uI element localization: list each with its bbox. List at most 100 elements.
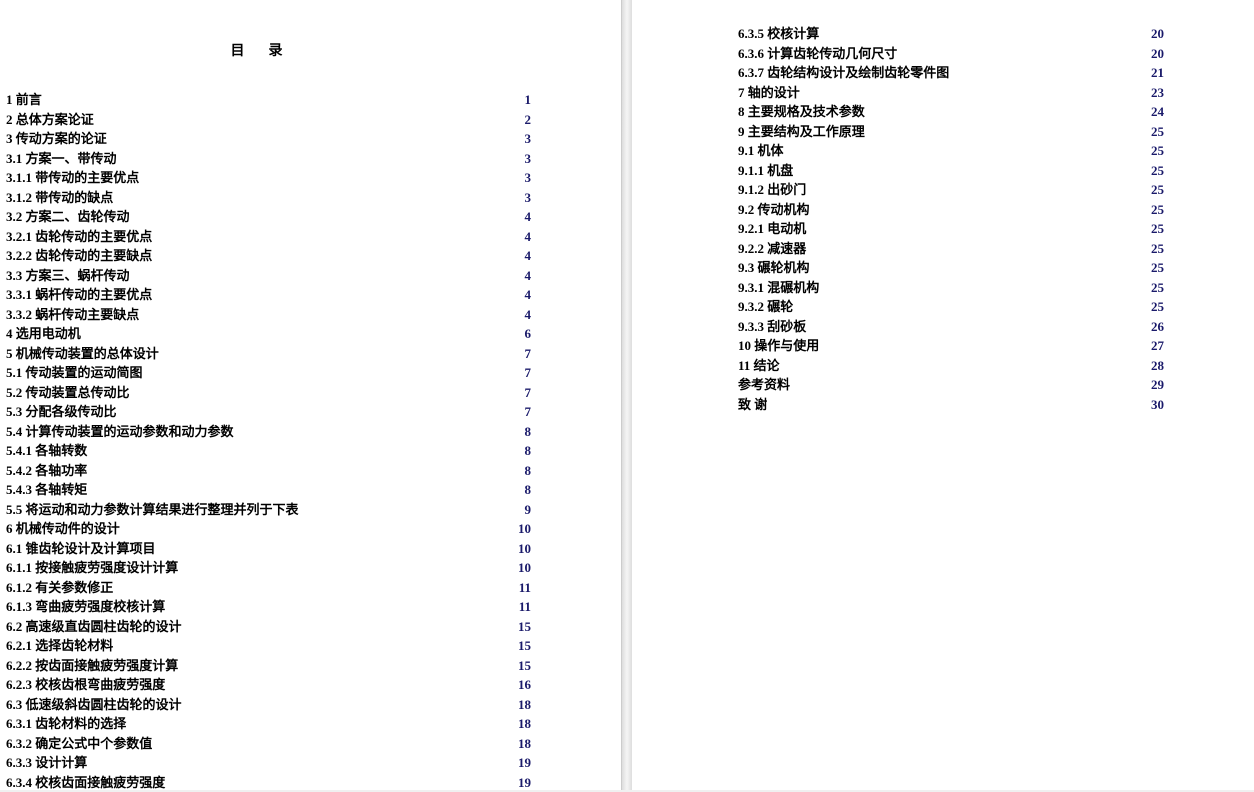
toc-entry-page: 29: [1144, 375, 1164, 395]
toc-entry-label: 9.1 机体: [738, 141, 784, 161]
toc-entry: 10 操作与使用27: [738, 336, 1164, 356]
toc-entry: 9.1.1 机盘25: [738, 161, 1164, 181]
toc-entry-page: 28: [1144, 356, 1164, 376]
toc-entry: 9.2.1 电动机25: [738, 219, 1164, 239]
toc-entry-page: 10: [511, 519, 531, 539]
toc-entry-page: 8: [511, 422, 531, 442]
toc-entry-label: 6.2.1 选择齿轮材料: [6, 636, 113, 656]
toc-entry-page: 18: [511, 695, 531, 715]
toc-entry-page: 16: [511, 675, 531, 695]
toc-entry: 11 结论 28: [738, 356, 1164, 376]
toc-entry-label: 9.3.3 刮砂板: [738, 317, 806, 337]
right-page: 6.3.5 校核计算206.3.6 计算齿轮传动几何尺寸206.3.7 齿轮结构…: [632, 0, 1254, 790]
toc-entry: 6.2 高速级直齿圆柱齿轮的设计15: [6, 617, 531, 637]
page-divider: [622, 0, 632, 790]
toc-entry-page: 6: [511, 324, 531, 344]
toc-entry-label: 11 结论: [738, 356, 780, 376]
toc-entry-page: 18: [511, 734, 531, 754]
toc-entry: 6.2.3 校核齿根弯曲疲劳强度16: [6, 675, 531, 695]
toc-entry-page: 21: [1144, 63, 1164, 83]
toc-entry: 6.1.1 按接触疲劳强度设计计算10: [6, 558, 531, 578]
toc-entry-label: 6.3.2 确定公式中个参数值: [6, 734, 152, 754]
toc-entry: 9.3.1 混碾机构25: [738, 278, 1164, 298]
toc-entry-label: 6.1.2 有关参数修正: [6, 578, 113, 598]
toc-entry-page: 4: [511, 266, 531, 286]
toc-entry-page: 1: [511, 90, 531, 110]
toc-entry: 5.4.1 各轴转数8: [6, 441, 531, 461]
toc-entry-page: 25: [1144, 161, 1164, 181]
toc-entry: 9.3.3 刮砂板26: [738, 317, 1164, 337]
toc-entry-label: 3.1.1 带传动的主要优点: [6, 168, 139, 188]
toc-entry: 3.2 方案二、齿轮传动4: [6, 207, 531, 227]
toc-entry-label: 3.2.2 齿轮传动的主要缺点: [6, 246, 152, 266]
toc-entry-page: 25: [1144, 278, 1164, 298]
toc-entry-label: 6.1.3 弯曲疲劳强度校核计算: [6, 597, 165, 617]
toc-entry: 8 主要规格及技术参数24: [738, 102, 1164, 122]
toc-entry-label: 9.2.2 减速器: [738, 239, 806, 259]
toc-entry-label: 5.4 计算传动装置的运动参数和动力参数: [6, 422, 234, 442]
toc-entry-label: 6.1.1 按接触疲劳强度设计计算: [6, 558, 178, 578]
toc-entry: 3.3 方案三、蜗杆传动 4: [6, 266, 531, 286]
toc-entry: 3.2.1 齿轮传动的主要优点4: [6, 227, 531, 247]
toc-entry-page: 8: [511, 480, 531, 500]
toc-entry-page: 8: [511, 461, 531, 481]
toc-entry-label: 参考资料: [738, 375, 790, 395]
toc-right-list: 6.3.5 校核计算206.3.6 计算齿轮传动几何尺寸206.3.7 齿轮结构…: [638, 24, 1164, 414]
toc-entry: 4 选用电动机 6: [6, 324, 531, 344]
toc-entry-page: 18: [511, 714, 531, 734]
toc-entry-page: 2: [511, 110, 531, 130]
toc-entry-label: 5.2 传动装置总传动比: [6, 383, 130, 403]
toc-entry: 3 传动方案的论证3: [6, 129, 531, 149]
toc-entry-page: 8: [511, 441, 531, 461]
toc-entry: 3.3.2 蜗杆传动主要缺点4: [6, 305, 531, 325]
left-page: 目录 1 前言12 总体方案论证23 传动方案的论证33.1 方案一、带传动33…: [0, 0, 622, 790]
toc-entry-page: 20: [1144, 24, 1164, 44]
toc-entry: 5.2 传动装置总传动比7: [6, 383, 531, 403]
toc-entry-page: 7: [511, 363, 531, 383]
toc-entry: 7 轴的设计 23: [738, 83, 1164, 103]
toc-entry: 5.1 传动装置的运动简图 7: [6, 363, 531, 383]
toc-entry-label: 6.3.6 计算齿轮传动几何尺寸: [738, 44, 897, 64]
toc-entry: 3.2.2 齿轮传动的主要缺点4: [6, 246, 531, 266]
toc-entry-label: 5.1 传动装置的运动简图: [6, 363, 143, 383]
toc-entry: 2 总体方案论证2: [6, 110, 531, 130]
toc-entry: 6.3.3 设计计算 19: [6, 753, 531, 773]
toc-entry-label: 3.3 方案三、蜗杆传动: [6, 266, 130, 286]
toc-entry-page: 23: [1144, 83, 1164, 103]
toc-entry-page: 19: [511, 753, 531, 773]
toc-entry: 6.2.1 选择齿轮材料15: [6, 636, 531, 656]
toc-entry-label: 9.2 传动机构: [738, 200, 810, 220]
toc-entry-label: 4 选用电动机: [6, 324, 81, 344]
toc-entry-label: 6.3 低速级斜齿圆柱齿轮的设计: [6, 695, 182, 715]
toc-entry: 6.1 锥齿轮设计及计算项目10: [6, 539, 531, 559]
toc-entry-page: 11: [511, 597, 531, 617]
toc-entry-page: 25: [1144, 297, 1164, 317]
toc-entry: 致 谢30: [738, 395, 1164, 415]
toc-entry: 9 主要结构及工作原理25: [738, 122, 1164, 142]
toc-entry-label: 10 操作与使用: [738, 336, 819, 356]
toc-entry-page: 25: [1144, 141, 1164, 161]
toc-entry-label: 6.3.3 设计计算: [6, 753, 87, 773]
toc-entry: 3.1.2 带传动的缺点3: [6, 188, 531, 208]
toc-entry-label: 5.4.2 各轴功率: [6, 461, 87, 481]
toc-title: 目录: [6, 40, 531, 60]
toc-entry: 9.2.2 减速器25: [738, 239, 1164, 259]
toc-entry-label: 6.1 锥齿轮设计及计算项目: [6, 539, 156, 559]
toc-entry-label: 7 轴的设计: [738, 83, 800, 103]
toc-entry-page: 20: [1144, 44, 1164, 64]
toc-entry: 6.3.7 齿轮结构设计及绘制齿轮零件图21: [738, 63, 1164, 83]
toc-entry-label: 致 谢: [738, 395, 767, 415]
toc-entry: 6.3.6 计算齿轮传动几何尺寸 20: [738, 44, 1164, 64]
toc-entry: 6.3.1 齿轮材料的选择18: [6, 714, 531, 734]
toc-entry: 6.1.3 弯曲疲劳强度校核计算 11: [6, 597, 531, 617]
toc-entry-page: 25: [1144, 258, 1164, 278]
toc-entry-label: 3.2 方案二、齿轮传动: [6, 207, 130, 227]
toc-entry-page: 19: [511, 773, 531, 792]
toc-entry-label: 3.1 方案一、带传动: [6, 149, 117, 169]
toc-entry-label: 3.2.1 齿轮传动的主要优点: [6, 227, 152, 247]
toc-entry-label: 6.2 高速级直齿圆柱齿轮的设计: [6, 617, 182, 637]
toc-entry: 5.4.2 各轴功率 8: [6, 461, 531, 481]
toc-entry-label: 9.3 碾轮机构: [738, 258, 810, 278]
toc-entry: 6.1.2 有关参数修正11: [6, 578, 531, 598]
toc-entry-label: 5.4.3 各轴转矩: [6, 480, 87, 500]
